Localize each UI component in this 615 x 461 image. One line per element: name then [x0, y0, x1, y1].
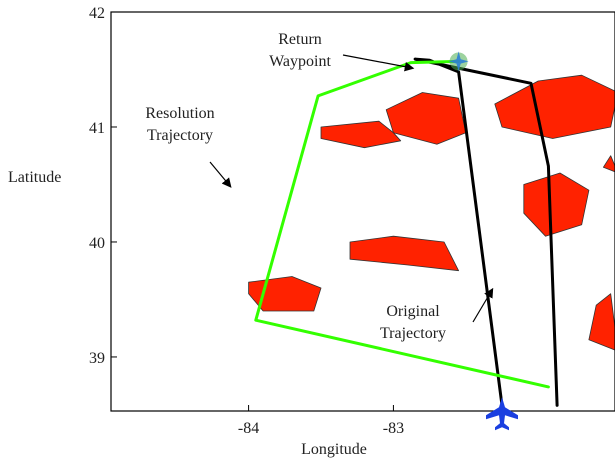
y-tick-label-3: 42	[89, 5, 105, 22]
return-label-line-2: Waypoint	[269, 53, 331, 70]
original-label-line-1: Original	[386, 303, 440, 320]
original-trajectory-line	[413, 57, 559, 407]
return-label-line-1: Return	[278, 31, 322, 48]
y-tick-label-0: 39	[89, 350, 105, 367]
y-tick-label-1: 40	[89, 235, 105, 252]
x-axis-title: Longitude	[301, 441, 367, 458]
annotations: Return Waypoint Resolution Trajectory Origin…	[145, 31, 494, 342]
x-tick-label-0: -84	[238, 420, 259, 437]
axes: -84 -83 39 40 41 42	[89, 5, 615, 437]
x-tick-label-1: -83	[383, 420, 404, 437]
return-waypoint-marker	[448, 51, 469, 72]
y-axis-title: Latitude	[8, 169, 61, 186]
y-tick-label-2: 41	[89, 120, 105, 137]
original-label-line-2: Trajectory	[380, 325, 446, 342]
weather-cell-4	[523, 172, 590, 237]
return-arrow	[342, 54, 415, 72]
plot-frame	[110, 11, 615, 412]
trajectory-series	[254, 57, 559, 407]
resolution-label-line-1: Resolution	[145, 105, 214, 122]
weather-cell-1	[320, 120, 402, 149]
weather-cell-8	[603, 155, 615, 173]
weather-cell-3	[494, 74, 615, 139]
resolution-label-line-2: Trajectory	[147, 127, 213, 144]
aircraft-icon	[486, 397, 518, 431]
weather-cell-7	[588, 293, 615, 351]
resolution-arrow	[209, 161, 232, 188]
resolution-trajectory-line	[254, 59, 550, 389]
weather-cell-2	[385, 92, 467, 145]
original-arrow	[472, 287, 494, 323]
aircraft-shape	[486, 397, 518, 431]
markers	[448, 51, 518, 431]
weather-cell-5	[349, 235, 460, 272]
